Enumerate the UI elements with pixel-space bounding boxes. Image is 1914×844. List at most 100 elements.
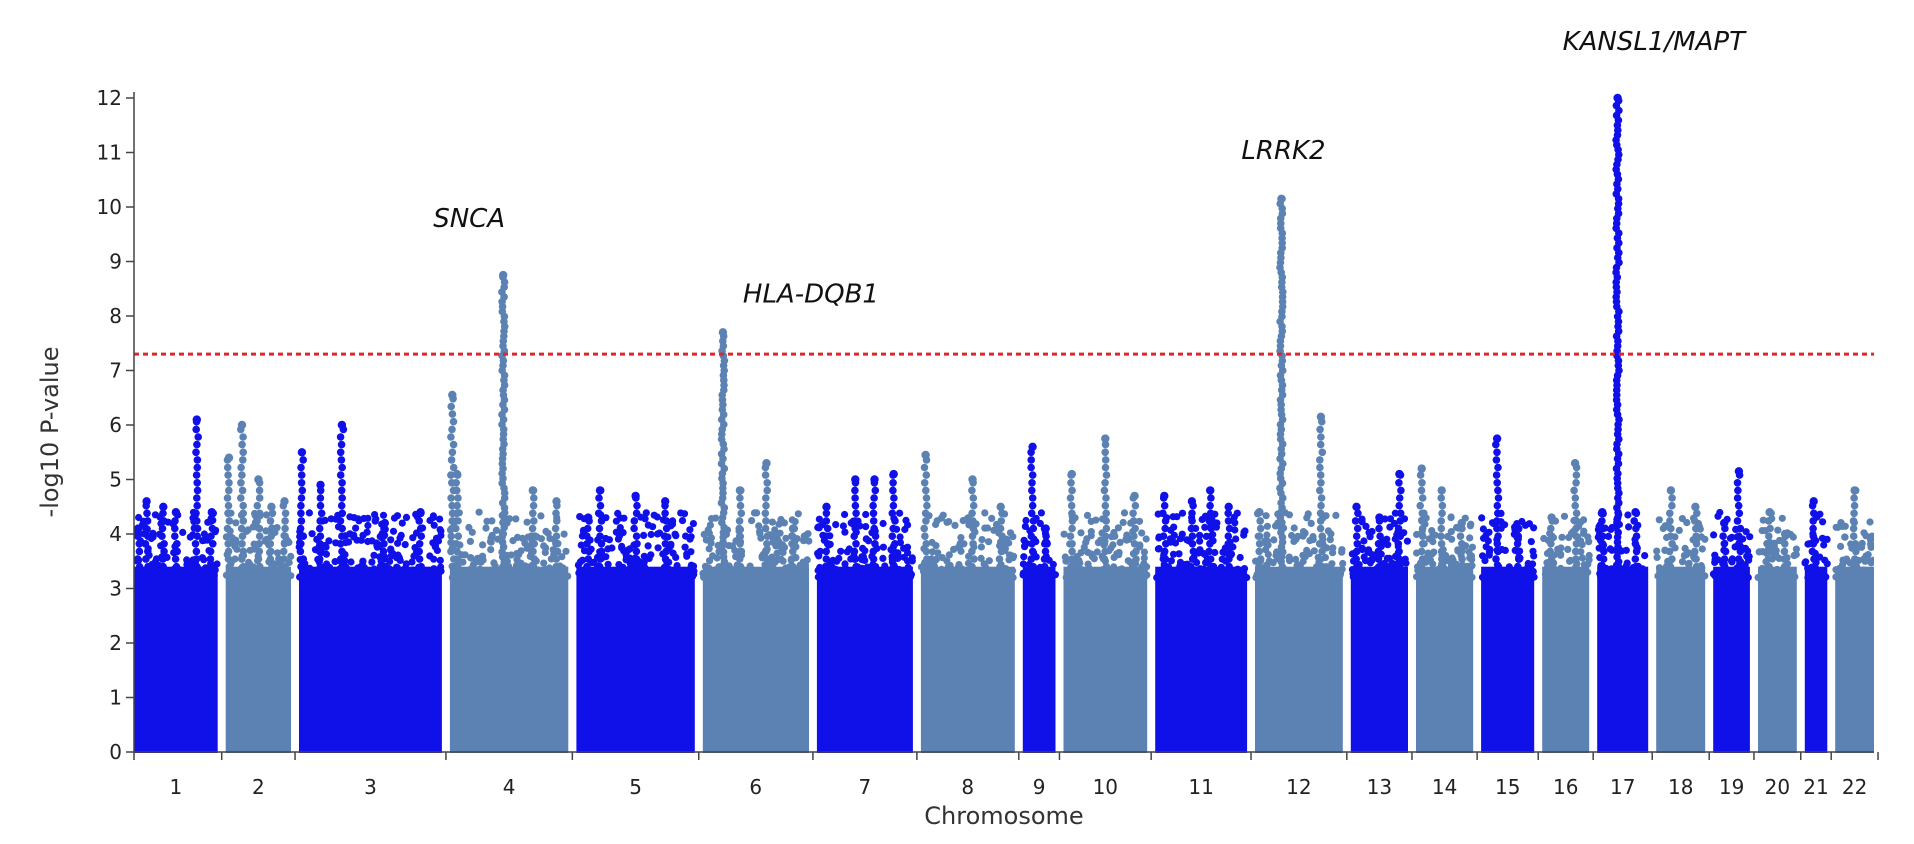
x-tick-label-chr21: 21	[1803, 775, 1828, 799]
snp-point	[981, 509, 989, 517]
snp-point	[232, 519, 240, 527]
snp-point	[1359, 571, 1367, 580]
snp-point	[1598, 532, 1607, 540]
snp-point	[1292, 535, 1300, 543]
snp-point	[1360, 537, 1368, 545]
snp-point	[686, 526, 694, 534]
snp-point	[1051, 571, 1059, 579]
snp-point	[437, 567, 445, 575]
snp-point	[596, 555, 604, 563]
snp-point	[1547, 532, 1556, 540]
snp-point	[1391, 509, 1399, 517]
snp-point	[281, 524, 289, 533]
snp-point	[336, 540, 345, 548]
snp-point	[1068, 547, 1076, 556]
snp-point	[816, 547, 824, 555]
snp-point	[891, 540, 899, 548]
snp-point	[737, 509, 746, 518]
snp-point	[1206, 509, 1215, 518]
snp-point	[1839, 560, 1847, 569]
snp-point	[1785, 573, 1793, 581]
snp-point	[1198, 515, 1206, 524]
snp-point	[1599, 524, 1607, 533]
snp-point	[594, 509, 603, 518]
snp-point	[454, 532, 463, 540]
snp-peak-point	[297, 448, 307, 457]
snp-point	[1418, 524, 1427, 533]
snp-point	[1850, 501, 1859, 510]
snp-point	[1205, 547, 1213, 556]
snp-peak-point	[595, 486, 605, 495]
snp-point	[1174, 572, 1183, 581]
snp-point	[957, 534, 965, 542]
snp-point	[633, 540, 641, 548]
x-tick-label-chr16: 16	[1553, 775, 1578, 799]
snp-point	[1132, 547, 1140, 556]
dense-points-band	[449, 566, 569, 753]
snp-point	[1374, 540, 1383, 548]
snp-point	[1225, 524, 1234, 533]
snp-point	[207, 562, 215, 571]
dense-points-band	[134, 566, 218, 753]
snp-point	[336, 433, 345, 441]
snp-point	[134, 555, 142, 563]
snp-point	[923, 501, 931, 510]
snp-point	[315, 524, 324, 533]
snp-point	[862, 523, 870, 531]
snp-point	[602, 534, 610, 543]
snp-point	[787, 532, 796, 540]
snp-point	[746, 562, 754, 570]
snp-point	[946, 571, 954, 580]
snp-point	[1191, 573, 1199, 581]
snp-point	[1602, 572, 1610, 580]
snp-point	[1028, 501, 1037, 510]
snp-point	[238, 540, 246, 548]
snp-point	[1068, 509, 1076, 518]
snp-point	[1494, 494, 1503, 502]
snp-point	[1457, 562, 1465, 571]
snp-point	[1375, 562, 1384, 571]
snp-point	[676, 570, 684, 579]
snp-point	[632, 532, 641, 540]
snp-point	[454, 494, 462, 502]
snp-point	[1316, 463, 1324, 472]
snp-point	[297, 509, 305, 518]
snp-point	[200, 556, 208, 564]
snp-point	[960, 574, 968, 582]
snp-point	[274, 569, 282, 577]
snp-point	[279, 547, 288, 556]
snp-point	[997, 547, 1006, 556]
snp-point	[1264, 550, 1272, 559]
snp-point	[1434, 572, 1442, 580]
snp-point	[896, 533, 904, 541]
snp-point	[789, 547, 797, 556]
snp-point	[1572, 471, 1581, 479]
snp-peak-point	[1187, 497, 1197, 506]
snp-point	[597, 540, 606, 548]
snp-point	[735, 517, 744, 525]
snp-point	[237, 463, 245, 472]
snp-point	[331, 558, 339, 566]
snp-point	[1084, 560, 1092, 568]
snp-point	[1505, 563, 1513, 571]
snp-point	[660, 532, 669, 540]
snp-point	[632, 509, 641, 518]
snp-point	[851, 486, 859, 495]
snp-point	[585, 573, 593, 581]
snp-point	[237, 479, 245, 487]
snp-point	[1395, 479, 1403, 487]
dense-points-band	[1758, 566, 1797, 753]
snp-point	[583, 532, 591, 540]
snp-point	[778, 545, 786, 553]
snp-point	[1837, 542, 1845, 551]
snp-point	[1196, 537, 1204, 545]
snp-point	[529, 509, 537, 518]
snp-point	[168, 574, 176, 582]
snp-point	[1005, 573, 1013, 582]
snp-point	[447, 433, 455, 441]
snp-point	[474, 573, 482, 581]
snp-point	[750, 509, 759, 517]
snp-point	[144, 532, 152, 540]
snp-point	[255, 562, 264, 571]
snp-point	[653, 513, 661, 521]
